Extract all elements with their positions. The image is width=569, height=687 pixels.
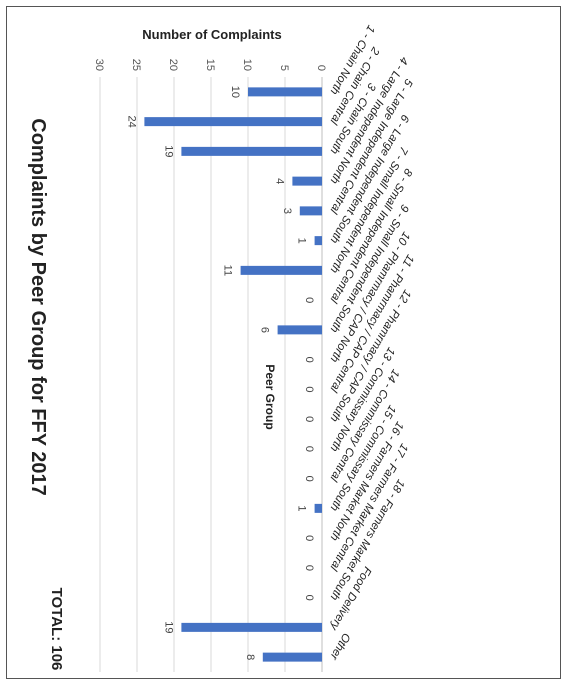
data-label: 0 [303,446,315,452]
data-label: 0 [303,386,315,392]
data-label: 10 [229,86,241,98]
bar [181,146,322,156]
data-label: 0 [303,357,315,363]
bar [299,206,322,216]
data-label: 1 [296,238,308,244]
y-tick-label: 20 [167,59,179,71]
data-label: 0 [303,535,315,541]
data-label: 8 [244,654,256,660]
y-tick-label: 0 [315,65,327,71]
x-tick-label: Other [327,631,352,663]
data-label: 19 [162,621,174,633]
data-label: 11 [222,265,234,276]
data-label: 0 [303,476,315,482]
bar [292,176,322,186]
y-tick-label: 5 [278,65,290,71]
y-tick-label: 25 [130,59,142,71]
bar [277,325,322,335]
bar [144,117,322,127]
bar [240,265,322,275]
data-label: 1 [296,505,308,511]
data-label: 24 [125,116,137,128]
bar [314,236,322,246]
data-label: 0 [303,297,315,303]
total-label: TOTAL: 106 [48,588,65,671]
chart-frame: 0 5 10 15 20 25 30 10 24 19 4 3 1 11 0 6 0 0 0 0 0 1 0 0 0 19 8 1… [6,6,561,679]
bar [248,87,322,97]
data-label: 3 [281,208,293,214]
data-label: 4 [273,178,285,184]
data-label: 0 [303,565,315,571]
x-axis-label: Peer Group [263,364,277,429]
bar [314,503,322,513]
y-axis-label: Number of Complaints [142,27,281,42]
chart-title: Complaints by Peer Group for FFY 2017 [27,118,49,496]
gridlines [99,77,323,672]
data-label: 19 [162,145,174,157]
data-label: 0 [303,416,315,422]
y-tick-label: 30 [93,59,105,71]
y-axis-ticks: 0 5 10 15 20 25 30 [93,59,327,71]
y-tick-label: 10 [241,59,253,71]
data-label: 0 [303,595,315,601]
bar [262,652,322,662]
bars [144,87,322,662]
bar [181,622,322,632]
y-tick-label: 15 [204,59,216,71]
data-label: 6 [259,327,271,333]
